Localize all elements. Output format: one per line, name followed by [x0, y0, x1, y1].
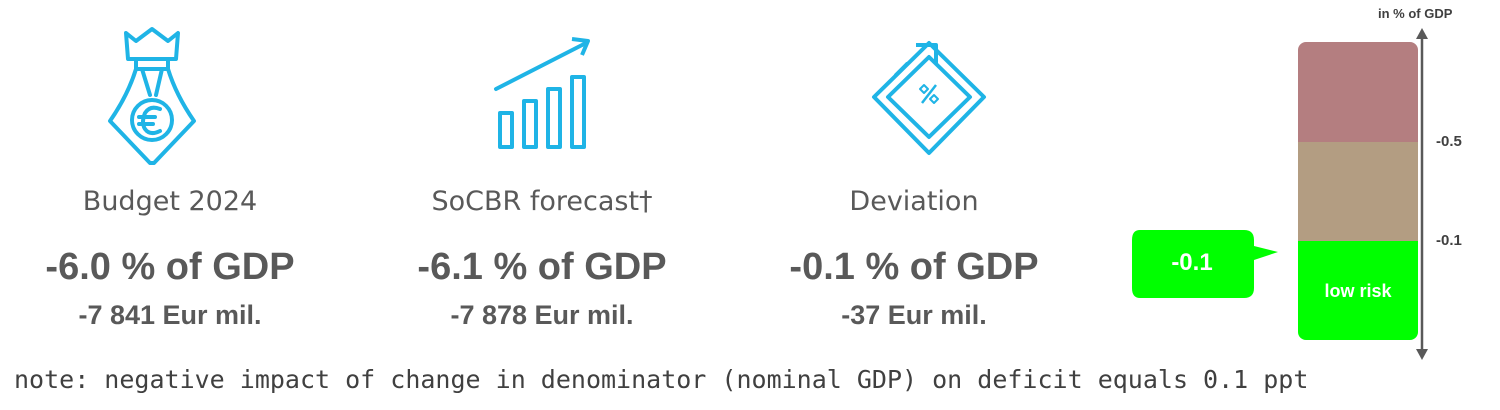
budget-eur-amount: -7 841 Eur mil.: [78, 300, 262, 330]
money-bag-euro-icon: [108, 27, 196, 165]
forecast-gdp-share: -6.1 % of GDP: [417, 246, 667, 288]
tick-label-minus-0-5: -0.5: [1436, 133, 1462, 150]
footnote: note: negative impact of change in denom…: [14, 365, 1309, 394]
tick-label-minus-0-1: -0.1: [1436, 232, 1462, 249]
current-value: -0.1: [1171, 249, 1213, 276]
deviation-label: Deviation: [849, 186, 979, 217]
low-risk-segment: low risk: [1298, 241, 1418, 340]
forecast-card: SoCBR forecast† -6.1 % of GDP -7 878 Eur…: [372, 0, 712, 340]
high-risk-segment: [1298, 42, 1418, 142]
medium-risk-segment: [1298, 142, 1418, 241]
low-risk-label: low risk: [1324, 281, 1392, 301]
budget-label: Budget 2024: [82, 186, 258, 217]
budget-gdp-share: -6.0 % of GDP: [45, 246, 295, 288]
rising-bar-chart-icon: [494, 37, 590, 149]
scale-unit-title: in % of GDP: [1378, 6, 1453, 21]
forecast-label: SoCBR forecast†: [431, 186, 653, 217]
current-value-callout: -0.1: [1130, 228, 1290, 300]
budget-card: Budget 2024 -6.0 % of GDP -7 841 Eur mil…: [0, 0, 340, 340]
percent-tag-icon: [872, 41, 986, 155]
axis-down-arrow-icon: [1416, 349, 1428, 360]
deviation-card: Deviation -0.1 % of GDP -37 Eur mil.: [744, 0, 1084, 340]
forecast-eur-amount: -7 878 Eur mil.: [450, 300, 634, 330]
deviation-gdp-share: -0.1 % of GDP: [789, 246, 1039, 288]
deviation-eur-amount: -37 Eur mil.: [841, 300, 987, 330]
axis-up-arrow-icon: [1416, 28, 1428, 39]
scale-axis: [1416, 28, 1428, 360]
